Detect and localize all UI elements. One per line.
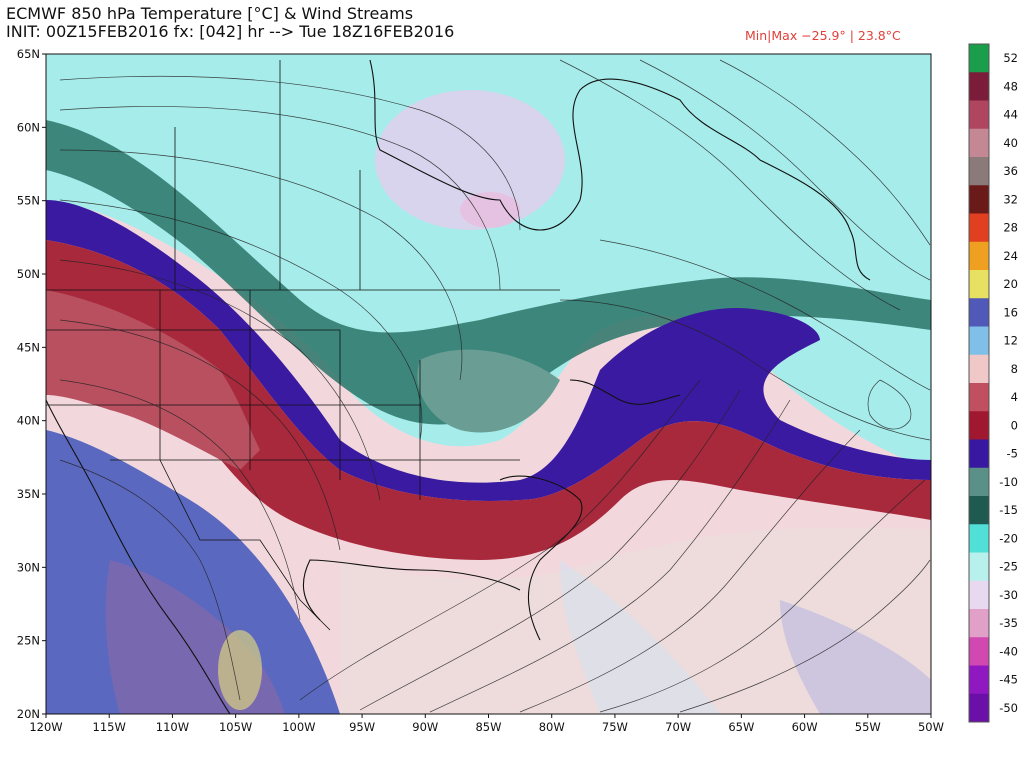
title-line-1: ECMWF 850 hPa Temperature [°C] & Wind St… [6, 4, 414, 23]
colorbar-label: -45 [999, 673, 1018, 687]
lon-label: 85W [475, 720, 501, 734]
lon-label: 110W [156, 720, 189, 734]
lon-label: 105W [219, 720, 252, 734]
colorbar-label: 12 [1003, 334, 1018, 348]
lat-label: 60N [17, 120, 40, 134]
colorbar-label: -25 [999, 560, 1018, 574]
west-warm-interior [46, 290, 260, 470]
colorbar-swatch [969, 665, 989, 695]
lon-label: 70W [665, 720, 691, 734]
cold-air-region [46, 54, 931, 470]
lat-label: 30N [17, 560, 40, 574]
colorbar-label: -30 [999, 588, 1018, 602]
lon-label: 120W [29, 720, 62, 734]
colorbar-label: -5 [1007, 447, 1018, 461]
colorbar-label: -50 [999, 701, 1018, 715]
colorbar-label: 32 [1003, 192, 1018, 206]
atlantic-cool-patch [780, 600, 931, 714]
colorbar-swatch [969, 580, 989, 610]
colorbar-label: 16 [1003, 305, 1018, 319]
title-line-2: INIT: 00Z15FEB2016 fx: [042] hr --> Tue … [6, 22, 455, 41]
colorbar-label: 44 [1003, 108, 1018, 122]
colorbar-swatch [969, 157, 989, 186]
great-lakes-mild [417, 349, 560, 433]
colorbar-label: 20 [1003, 277, 1018, 291]
colorbar-swatch [969, 383, 989, 412]
lon-label: 80W [539, 720, 565, 734]
colorbar-swatch [969, 524, 989, 553]
colorbar-swatch [969, 326, 989, 356]
colorbar-label: 4 [1011, 390, 1018, 404]
warm-spot [218, 630, 262, 710]
colorbar-label: 52 [1003, 51, 1018, 65]
colorbar-swatch [969, 128, 989, 158]
longitude-labels: 120W 115W 110W 105W 100W 95W 90W 85W 80W 75W 70W 65… [29, 714, 944, 734]
colorbar-swatch [969, 44, 989, 73]
lat-label: 20N [17, 707, 40, 721]
colorbar-swatch [969, 439, 989, 469]
colorbar-frame [968, 43, 990, 723]
lon-label: 55W [855, 720, 881, 734]
colorbar-swatch [969, 609, 989, 638]
colorbar-label: 28 [1003, 221, 1018, 235]
colorbar-label: 8 [1011, 362, 1018, 376]
colorbar-label: 36 [1003, 164, 1018, 178]
wind-streamlines [59, 59, 931, 713]
lat-label: 25N [17, 634, 40, 648]
lon-label: 50W [918, 720, 944, 734]
lon-label: 60W [792, 720, 818, 734]
colorbar-label: 24 [1003, 249, 1018, 263]
colorbar-label: -10 [999, 475, 1018, 489]
colorbar-label: -15 [999, 503, 1018, 517]
lat-label: 45N [17, 340, 40, 354]
lon-label: 75W [602, 720, 628, 734]
gulf-stream-region [560, 560, 720, 714]
lat-label: 40N [17, 414, 40, 428]
coldest-core [460, 192, 520, 228]
lon-label: 65W [728, 720, 754, 734]
colorbar-label: -40 [999, 644, 1018, 658]
colorbar-label: -20 [999, 531, 1018, 545]
colorbar-swatch [969, 552, 989, 582]
colorbar-swatch [969, 100, 989, 130]
colorbar-swatch [969, 637, 989, 666]
temperature-colorbar: 5248444036322824201612840-5-10-15-20-25-… [968, 43, 1018, 723]
map-field [46, 54, 931, 714]
colorbar-swatch [969, 213, 989, 243]
colorbar-swatch [969, 185, 989, 214]
colorbar-swatch [969, 496, 989, 525]
colorbar-label: 48 [1003, 79, 1018, 93]
lat-label: 65N [17, 47, 40, 61]
freezing-line-band [46, 200, 931, 501]
colorbar-swatch [969, 467, 989, 497]
colorbar-label: -35 [999, 616, 1018, 630]
lon-label: 100W [282, 720, 315, 734]
cold-core-hudson [375, 90, 565, 230]
lon-label: 115W [93, 720, 126, 734]
political-borders [46, 60, 560, 631]
lon-label: 95W [349, 720, 375, 734]
colorbar-swatch [969, 241, 989, 271]
colorbar-swatch [969, 693, 989, 723]
lat-label: 55N [17, 194, 40, 208]
colorbar-swatch [969, 354, 989, 384]
latitude-labels: 65N 60N 55N 50N 45N 40N 35N 30N 25N 20N [17, 47, 46, 721]
colorbar-swatch [969, 72, 989, 101]
lat-label: 50N [17, 267, 40, 281]
colorbar-swatch [969, 298, 989, 327]
warm-advection-band [46, 240, 931, 560]
colorbar-swatch [969, 270, 989, 299]
lat-label: 35N [17, 487, 40, 501]
min-max-readout: Min|Max −25.9° | 23.8°C [745, 28, 901, 43]
colorbar-label: 0 [1011, 418, 1018, 432]
colorbar-swatch [969, 411, 989, 440]
colorbar-label: 40 [1003, 136, 1018, 150]
lon-label: 90W [412, 720, 438, 734]
